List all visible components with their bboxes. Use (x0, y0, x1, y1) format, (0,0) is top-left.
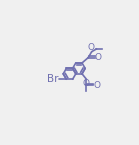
Text: O: O (83, 79, 90, 88)
Text: O: O (95, 53, 102, 62)
Text: O: O (88, 43, 95, 52)
Text: Br: Br (47, 74, 59, 84)
Text: O: O (93, 81, 100, 90)
